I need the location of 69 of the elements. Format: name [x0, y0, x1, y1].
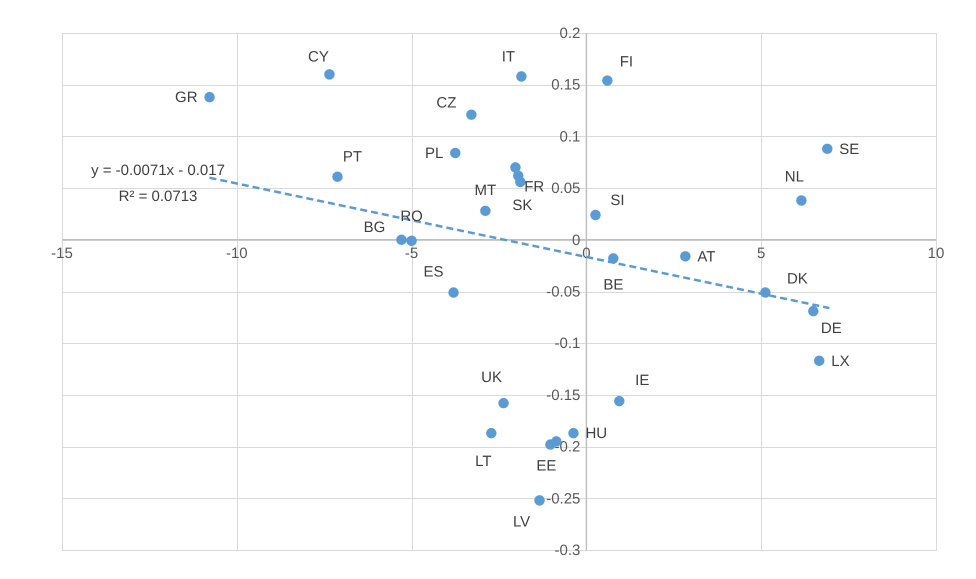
- annotation: CZ: [436, 94, 456, 112]
- annotation: UK: [481, 369, 502, 386]
- point: [450, 148, 461, 158]
- annotation: LV: [512, 513, 530, 530]
- annotation: DE: [820, 320, 842, 338]
- point: [808, 306, 819, 316]
- point: [510, 162, 521, 173]
- annotation: HU: [585, 425, 608, 442]
- point: [590, 210, 601, 220]
- point: [568, 428, 579, 438]
- x-tick-label: 10: [928, 244, 944, 262]
- y-tick-label: 0.15: [551, 76, 580, 94]
- annotation: IE: [635, 372, 650, 390]
- annotation: IT: [502, 48, 516, 66]
- point: [332, 171, 343, 182]
- point: [822, 144, 833, 154]
- annotation: PL: [424, 144, 444, 162]
- y-tick-label: 0.05: [551, 180, 580, 198]
- annotation: DK: [786, 270, 808, 288]
- annotation: FI: [620, 54, 634, 71]
- annotation: LX: [831, 352, 850, 370]
- annotation: AT: [697, 248, 716, 266]
- point: [486, 428, 497, 438]
- point: [396, 234, 407, 246]
- annotation: NL: [784, 168, 804, 186]
- annotation: PT: [342, 148, 362, 166]
- y-tick-label: -0.15: [546, 386, 580, 404]
- annotation: MT: [474, 182, 496, 199]
- point: [480, 206, 491, 216]
- x-tick-label: 5: [757, 244, 766, 262]
- point: [406, 236, 417, 246]
- annotation: y = -0.0071x - 0.017: [91, 162, 225, 179]
- annotation: BG: [364, 218, 386, 236]
- annotation: ES: [424, 264, 444, 281]
- y-tick-label: 0.2: [560, 25, 580, 42]
- point: [516, 71, 527, 82]
- y-tick-label: -0.2: [554, 438, 580, 456]
- point: [814, 356, 824, 366]
- x-tick-label: -10: [226, 244, 248, 262]
- y-tick-label: -0.25: [546, 490, 580, 508]
- point: [324, 69, 335, 80]
- point: [204, 92, 215, 102]
- annotation: R² = 0.0713: [118, 188, 198, 205]
- point: [534, 495, 545, 506]
- annotation: BE: [603, 276, 624, 294]
- x-tick-label: -5: [404, 244, 418, 262]
- annotation: EE: [536, 458, 556, 475]
- x-tick-label: -15: [51, 244, 73, 262]
- y-tick-label: 0.1: [560, 128, 580, 146]
- y-tick-label: -0.3: [554, 542, 580, 559]
- annotation: FR: [524, 178, 544, 196]
- point: [515, 176, 526, 188]
- point: [602, 75, 613, 86]
- annotation: RO: [400, 208, 423, 225]
- annotation: SE: [839, 140, 860, 158]
- point: [614, 396, 625, 406]
- point: [796, 195, 807, 206]
- point: [466, 109, 477, 120]
- y-tick-label: 0: [572, 232, 580, 249]
- y-tick-label: -0.05: [546, 284, 580, 300]
- point: [498, 398, 509, 408]
- y-tick-label: -0.1: [554, 335, 580, 352]
- annotation: GR: [175, 89, 198, 106]
- point: [448, 287, 459, 298]
- annotation: SK: [512, 196, 532, 214]
- annotation: LT: [475, 453, 492, 470]
- annotation: SI: [610, 192, 625, 209]
- annotation: CY: [308, 48, 329, 66]
- point: [680, 251, 691, 262]
